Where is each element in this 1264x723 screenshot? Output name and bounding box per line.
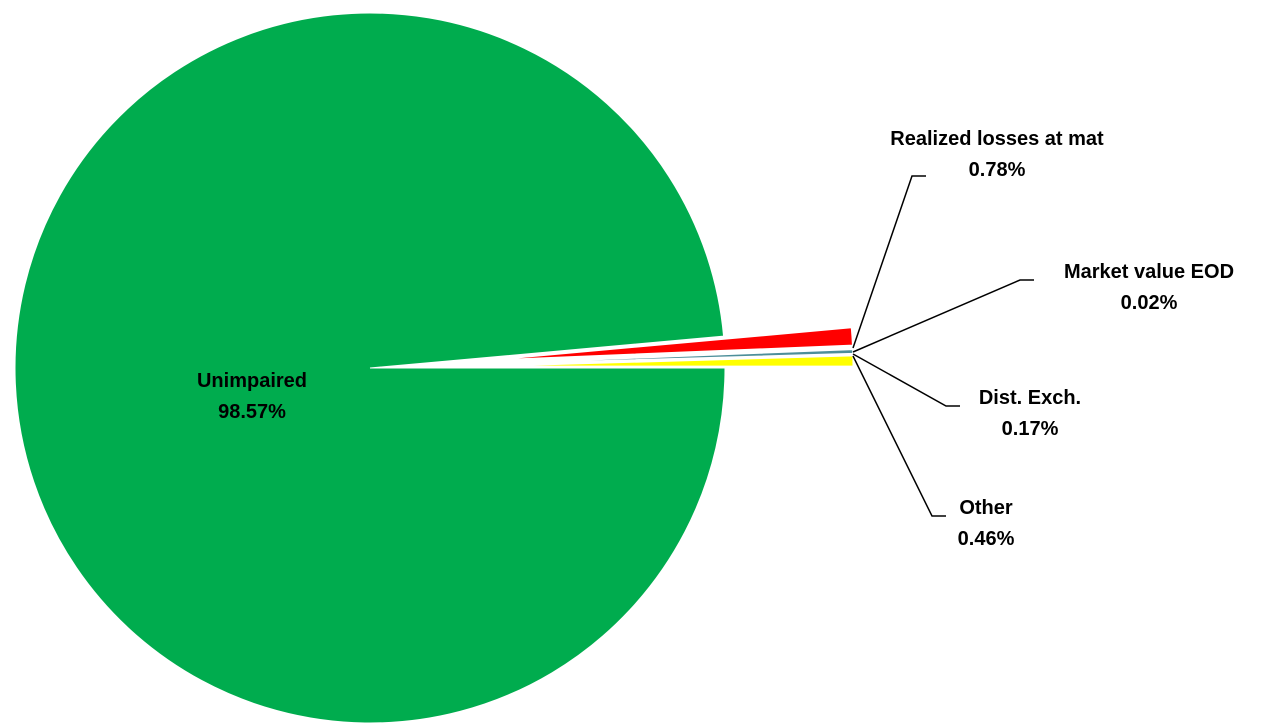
pie-slice-unimpaired	[14, 12, 726, 723]
leader-line-other	[852, 355, 946, 517]
slice-value-other: 0.46%	[958, 528, 1015, 550]
slice-value-market-value-eod: 0.02%	[1121, 292, 1178, 314]
slice-value-realized-losses-at-mat: 0.78%	[969, 159, 1026, 181]
pie-slice-realized-losses-at-mat	[497, 327, 853, 361]
slice-label-unimpaired: Unimpaired	[197, 370, 307, 392]
slice-label-other: Other	[959, 497, 1013, 519]
slice-value-unimpaired: 98.57%	[218, 401, 286, 423]
slice-label-market-value-eod: Market value EOD	[1064, 261, 1234, 283]
slice-label-dist-exch: Dist. Exch.	[979, 387, 1081, 409]
leader-line-dist-exch	[852, 353, 960, 407]
pie-slice-other	[497, 355, 854, 367]
pie-slices	[14, 12, 854, 723]
slice-labels: Unimpaired 98.57% Realized losses at mat 0.…	[197, 128, 1234, 550]
pie-slice-dist-exch	[497, 349, 854, 365]
leader-line-market-value-eod	[852, 279, 1034, 353]
slice-label-realized-losses-at-mat: Realized losses at mat	[890, 128, 1104, 150]
leader-lines	[852, 175, 1034, 517]
pie-slice-market-value-eod	[497, 347, 854, 364]
slice-value-dist-exch: 0.17%	[1002, 418, 1059, 440]
leader-line-realized-losses-at-mat	[852, 175, 926, 349]
